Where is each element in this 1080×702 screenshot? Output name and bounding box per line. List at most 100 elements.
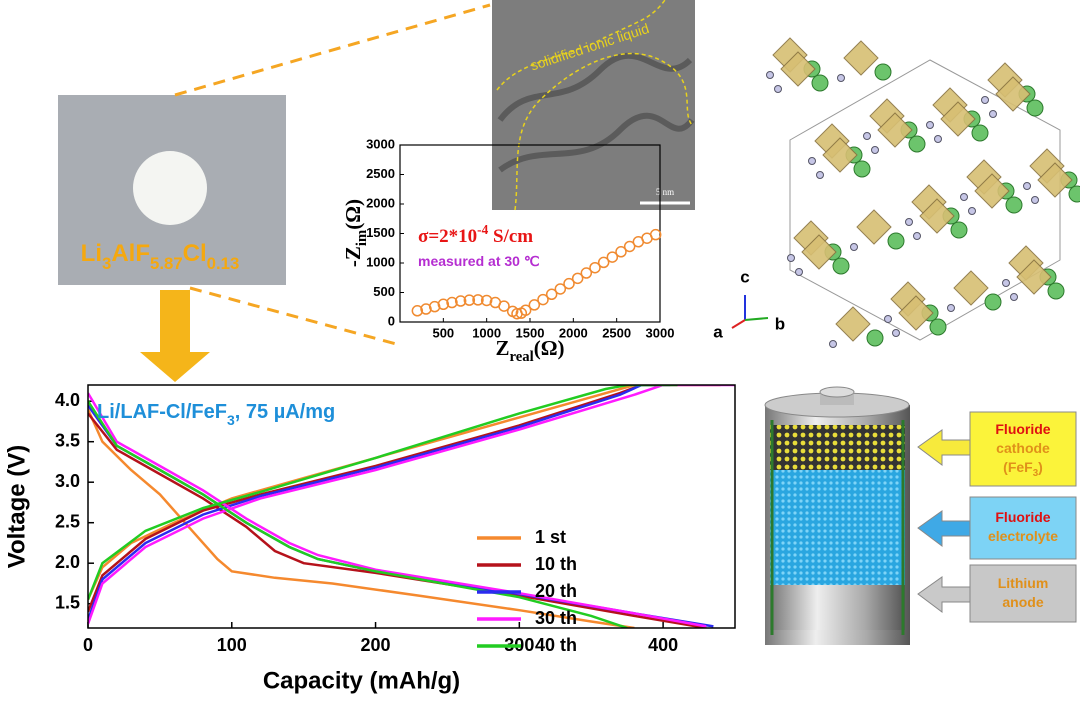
interface <box>496 0 693 211</box>
axis-label: b <box>775 314 785 333</box>
f-atom <box>1023 182 1031 190</box>
text-part: , 75 µA/mg <box>235 401 335 423</box>
y-axis-label: -Zim(Ω) <box>341 199 371 267</box>
data-point <box>411 305 424 317</box>
battery-cell <box>764 386 1077 645</box>
text-part: 5.87 <box>150 254 183 273</box>
legend-label: 20 th <box>535 581 577 601</box>
li-atom <box>1047 282 1065 300</box>
data-point <box>472 294 484 306</box>
y-tick-label: 1.5 <box>55 592 80 612</box>
data-point <box>580 267 593 279</box>
li-atom <box>874 63 892 81</box>
text-part: measured at 30 ℃ <box>418 253 540 269</box>
f-atom <box>960 193 968 201</box>
li-atom <box>832 257 850 275</box>
data-point <box>446 296 458 309</box>
f-atom <box>766 71 774 79</box>
cell-label: anode <box>1002 594 1043 610</box>
f-atom <box>926 121 934 129</box>
text-part: (Ω) <box>534 336 565 360</box>
axis-b <box>744 317 769 321</box>
lattice <box>497 52 695 173</box>
text-part: im <box>354 230 370 246</box>
text-part: (Ω) <box>341 199 365 230</box>
y-tick-label: 2.5 <box>55 511 80 531</box>
octahedron <box>822 137 858 173</box>
f-atom <box>968 207 976 215</box>
x-tick-label: 2500 <box>602 325 631 340</box>
text-part: σ=2*10 <box>418 226 477 247</box>
data-point <box>554 283 567 295</box>
cell-label: Fluoride <box>995 509 1050 525</box>
data-point <box>545 288 558 301</box>
legend-label: 30 th <box>535 608 577 628</box>
data-point <box>454 295 467 307</box>
plot-frame <box>87 384 736 629</box>
f-atom <box>1010 293 1018 301</box>
li-atom <box>866 329 884 347</box>
pellet <box>133 151 207 225</box>
octahedron <box>801 234 837 270</box>
data-point <box>437 298 450 311</box>
zoom-line <box>174 3 491 97</box>
x-axis-label: Capacity (mAh/g) <box>263 667 460 694</box>
f-atom <box>808 157 816 165</box>
text-part: 3 <box>227 412 235 428</box>
octahedron <box>940 101 976 137</box>
data-line <box>88 385 735 628</box>
data-point <box>589 261 601 274</box>
data-line <box>88 385 678 628</box>
y-tick-label: 3.5 <box>55 430 80 450</box>
f-atom <box>934 135 942 143</box>
text-part: S/cm <box>488 226 533 247</box>
f-atom <box>774 85 782 93</box>
y-tick-label: 0 <box>388 313 395 328</box>
text-part: real <box>510 349 534 365</box>
f-atom <box>863 132 871 140</box>
f-atom <box>829 340 837 348</box>
x-tick-label: 1000 <box>472 325 501 340</box>
y-axis-label: Voltage (V) <box>3 445 30 569</box>
legend-label: 10 th <box>535 554 577 574</box>
f-atom <box>981 96 989 104</box>
text-part: Li/LAF-Cl/FeF <box>97 401 227 423</box>
data-point <box>537 293 549 306</box>
y-tick-label: 2.0 <box>55 552 80 572</box>
data-point <box>571 272 584 285</box>
f-atom <box>850 243 858 251</box>
x-tick-label: 0 <box>83 635 93 655</box>
axis-a <box>731 319 746 329</box>
cell-label: Fluoride <box>995 421 1050 437</box>
data-point <box>649 228 662 241</box>
data-point <box>498 300 510 312</box>
octahedron <box>898 295 934 331</box>
cell-label: cathode <box>996 440 1050 456</box>
tem-image <box>492 0 695 210</box>
legend-label: 1 st <box>535 527 566 547</box>
cell-label: (FeF3) <box>1003 459 1043 479</box>
axis-label: a <box>713 322 723 341</box>
text-part: 0.13 <box>207 254 240 273</box>
y-tick-label: 3.0 <box>55 471 80 491</box>
text-part: AlF <box>111 240 150 267</box>
y-tick-label: 1500 <box>366 225 395 240</box>
zoom-line <box>189 286 401 347</box>
chart-title: Li/LAF-Cl/FeF3, 75 µA/mg <box>97 401 335 427</box>
x-tick-label: 100 <box>217 635 247 655</box>
li-atom <box>1068 185 1080 203</box>
li-atom <box>971 124 989 142</box>
data-point <box>463 294 476 306</box>
text-part: (FeF <box>1003 459 1033 475</box>
text-part: cathode <box>996 440 1050 456</box>
f-atom <box>795 268 803 276</box>
octahedron <box>1037 162 1073 198</box>
text-part: anode <box>1002 594 1043 610</box>
y-tick-label: 500 <box>373 284 395 299</box>
text-part: 3 <box>1033 468 1039 479</box>
text-part: Li <box>81 240 102 267</box>
x-tick-label: 400 <box>648 635 678 655</box>
x-tick-label: 2000 <box>559 325 588 340</box>
crystal-structure <box>731 37 1080 348</box>
